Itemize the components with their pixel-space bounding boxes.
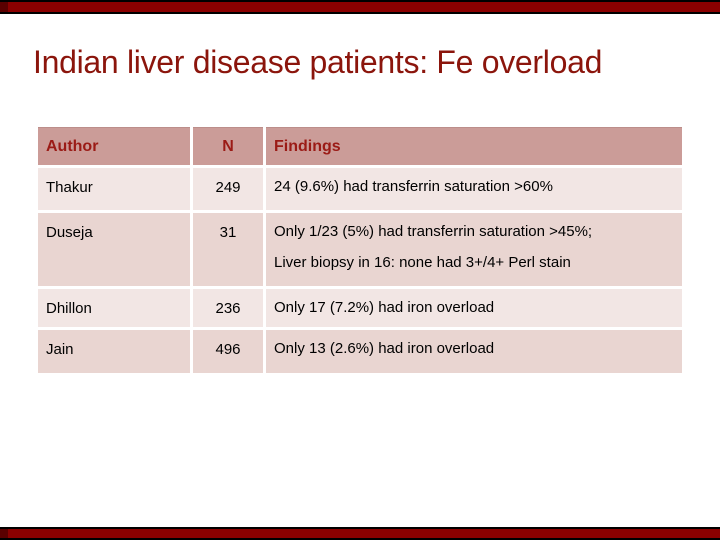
author-cell-dhillon: Dhillon	[38, 289, 190, 327]
findings-cell-thakur: 24 (9.6%) had transferrin saturation >60…	[266, 168, 682, 210]
n-cell-jain: 496	[193, 330, 263, 373]
top-accent-bar	[0, 0, 720, 14]
findings-table: Author N Findings Thakur 249 24 (9.6%) h…	[38, 127, 682, 373]
author-cell-jain: Jain	[38, 330, 190, 373]
author-cell-thakur: Thakur	[38, 168, 190, 210]
findings-cell-duseja: Only 1/23 (5%) had transferrin saturatio…	[266, 213, 682, 286]
findings-text: Only 1/23 (5%) had transferrin saturatio…	[274, 223, 593, 240]
n-cell-thakur: 249	[193, 168, 263, 210]
n-cell-dhillon: 236	[193, 289, 263, 327]
findings-text: Only 13 (2.6%) had iron overload	[274, 340, 495, 357]
findings-cell-jain: Only 13 (2.6%) had iron overload	[266, 330, 682, 373]
slide-title: Indian liver disease patients: Fe overlo…	[33, 44, 603, 80]
n-cell-duseja: 31	[193, 213, 263, 286]
findings-text: 24 (9.6%) had transferrin saturation >60…	[274, 178, 553, 195]
header-findings: Findings	[266, 127, 682, 165]
author-cell-duseja: Duseja	[38, 213, 190, 286]
findings-text: Only 17 (7.2%) had iron overload	[274, 299, 495, 316]
bottom-accent-bar	[0, 527, 720, 540]
header-n: N	[193, 127, 263, 165]
findings-text: Liver biopsy in 16: none had 3+/4+ Perl …	[274, 254, 571, 271]
findings-cell-dhillon: Only 17 (7.2%) had iron overload	[266, 289, 682, 327]
header-author: Author	[38, 127, 190, 165]
